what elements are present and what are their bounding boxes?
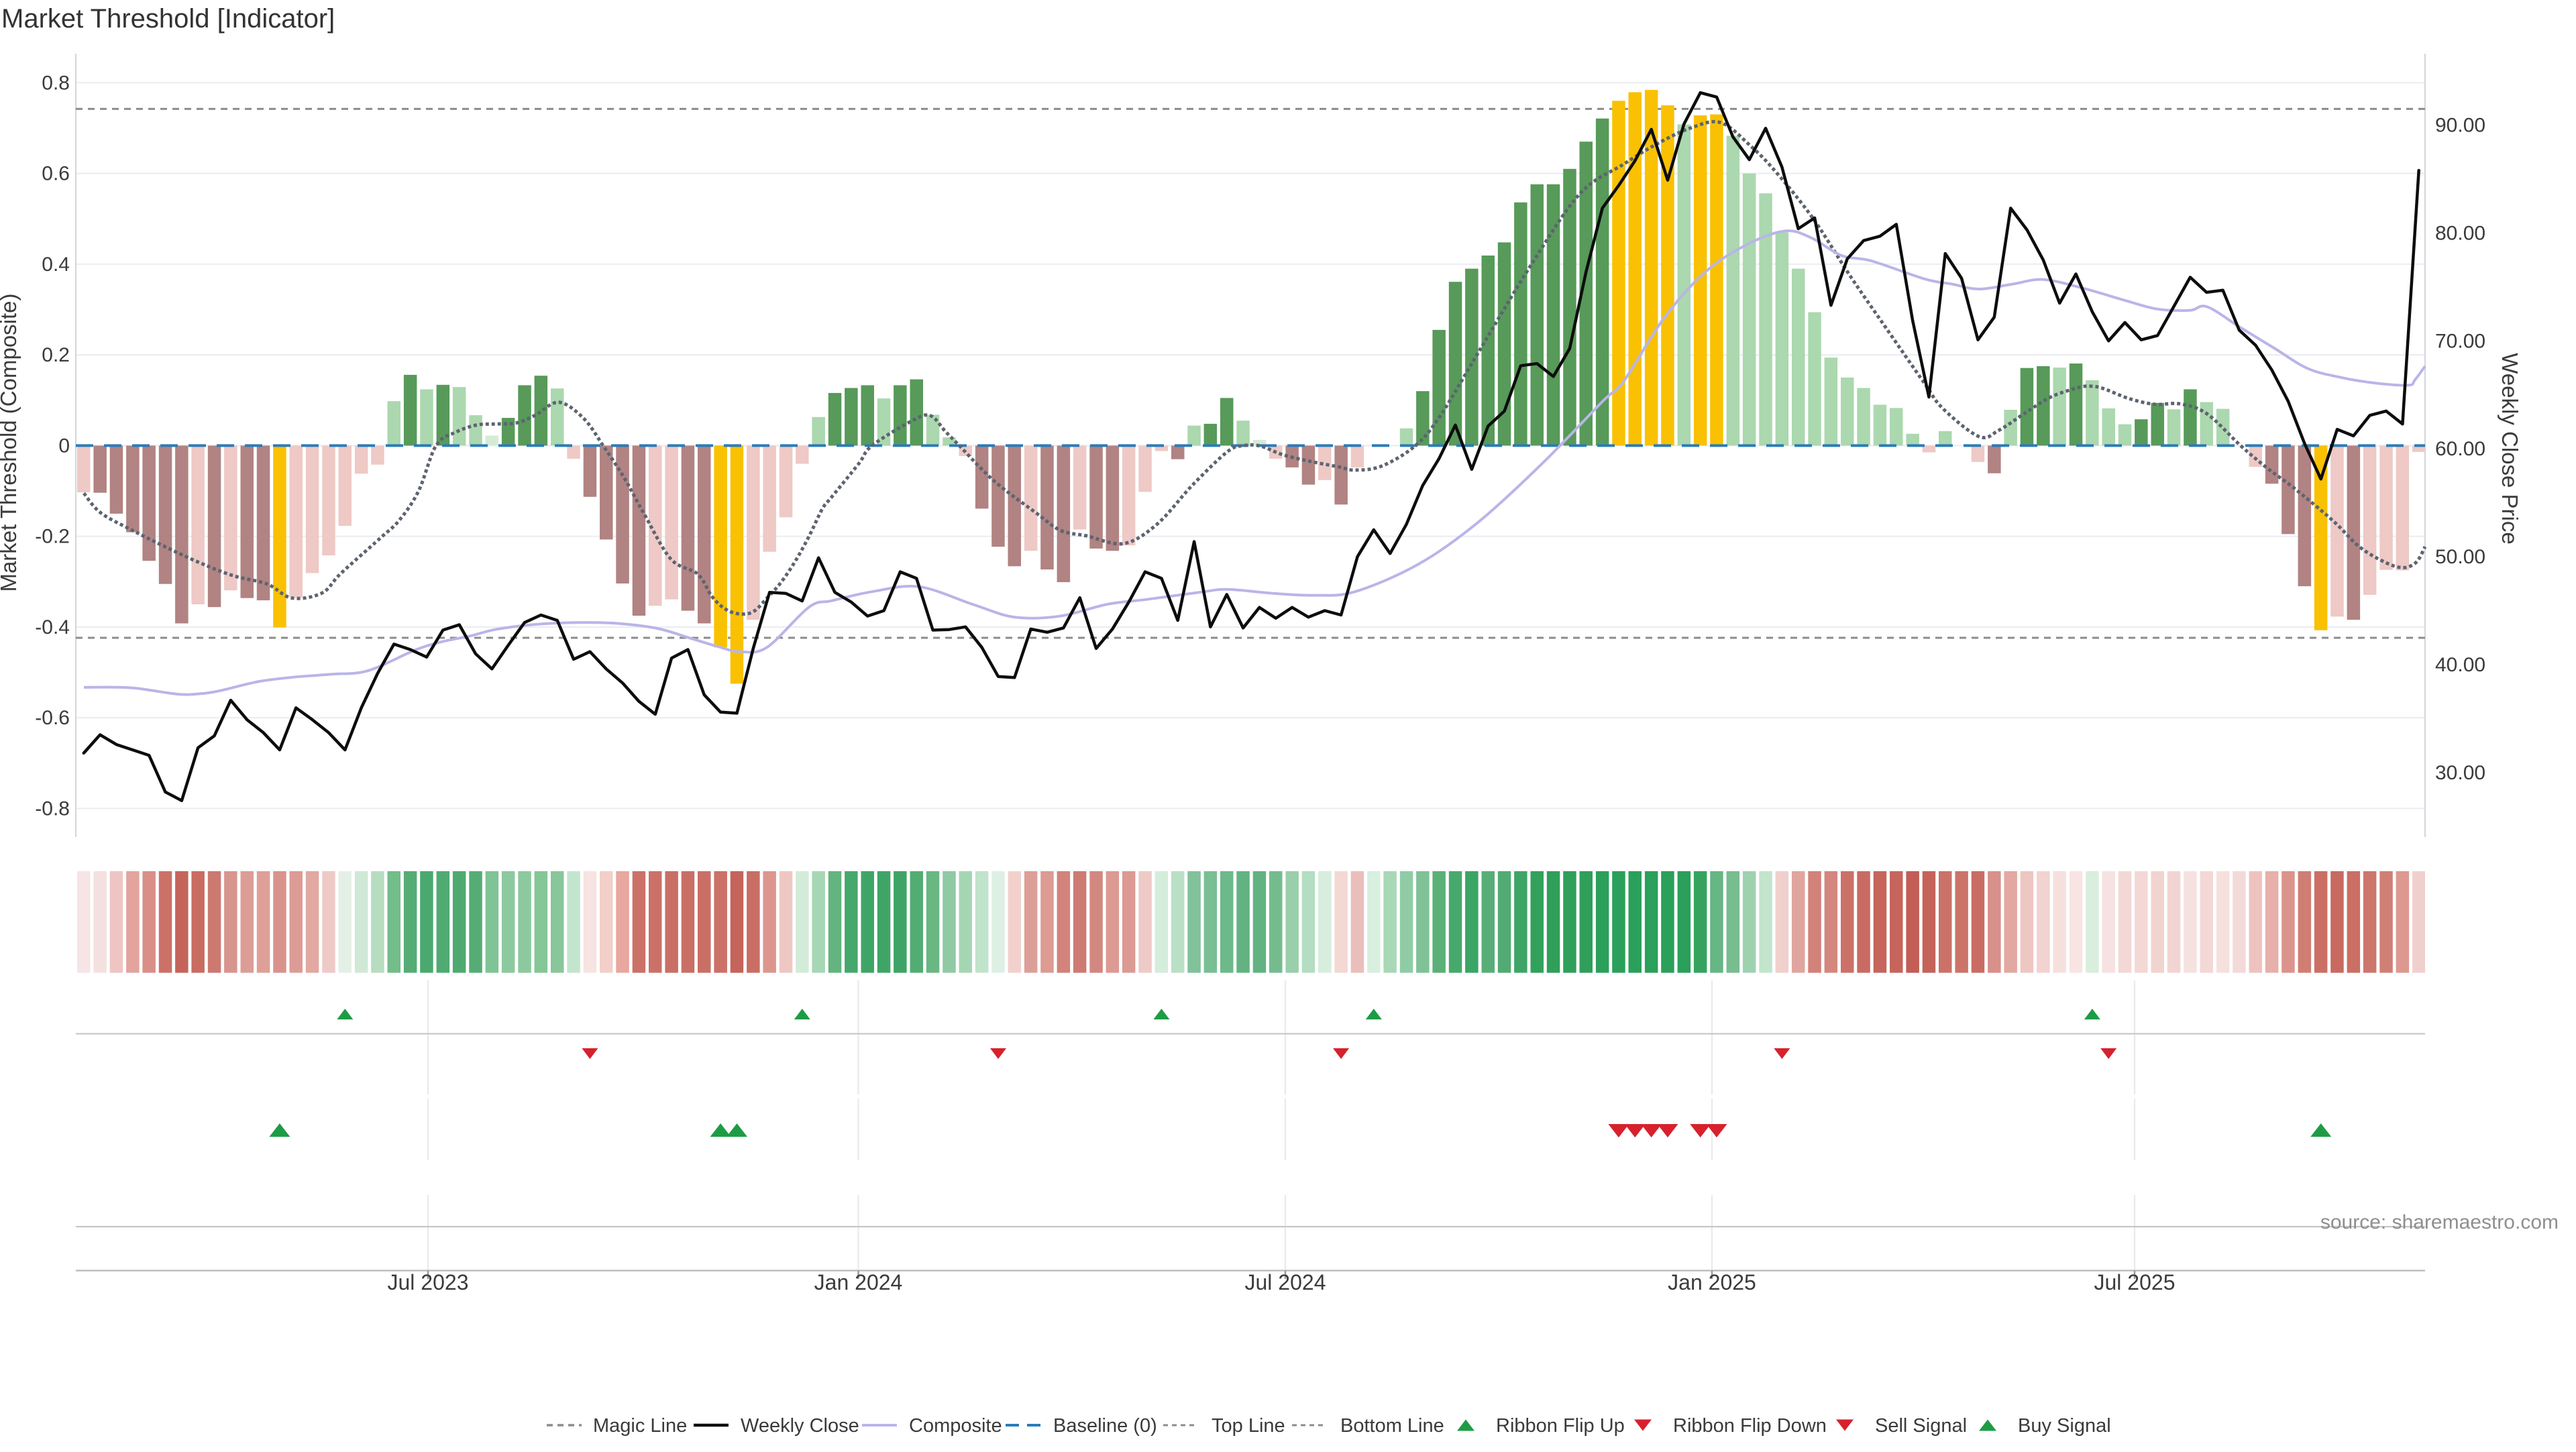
svg-text:0.2: 0.2: [42, 344, 70, 366]
svg-text:Ribbon Flip Up: Ribbon Flip Up: [1496, 1415, 1625, 1437]
svg-text:Market Threshold [Indicator]: Market Threshold [Indicator]: [1, 4, 335, 34]
svg-text:50.00: 50.00: [2435, 546, 2485, 568]
svg-text:60.00: 60.00: [2435, 438, 2485, 460]
svg-text:0.4: 0.4: [42, 254, 70, 276]
svg-text:Jul 2023: Jul 2023: [388, 1270, 469, 1294]
svg-text:80.00: 80.00: [2435, 222, 2485, 244]
svg-text:Jul 2024: Jul 2024: [1245, 1270, 1326, 1294]
svg-text:Sell Signal: Sell Signal: [1875, 1415, 1967, 1437]
svg-text:Top Line: Top Line: [1212, 1415, 1285, 1437]
svg-text:Bottom Line: Bottom Line: [1340, 1415, 1444, 1437]
svg-text:40.00: 40.00: [2435, 654, 2485, 676]
svg-text:source: sharemaestro.com: source: sharemaestro.com: [2320, 1211, 2559, 1233]
svg-text:Buy Signal: Buy Signal: [2018, 1415, 2111, 1437]
svg-text:Composite: Composite: [909, 1415, 1002, 1437]
svg-text:-0.8: -0.8: [35, 798, 70, 820]
svg-text:30.00: 30.00: [2435, 762, 2485, 784]
svg-text:90.00: 90.00: [2435, 115, 2485, 137]
svg-text:0.6: 0.6: [42, 163, 70, 185]
svg-text:70.00: 70.00: [2435, 330, 2485, 352]
svg-text:Baseline (0): Baseline (0): [1053, 1415, 1157, 1437]
svg-text:Jan 2024: Jan 2024: [814, 1270, 903, 1294]
svg-text:Ribbon Flip Down: Ribbon Flip Down: [1673, 1415, 1827, 1437]
svg-text:-0.4: -0.4: [35, 616, 70, 638]
svg-text:-0.2: -0.2: [35, 526, 70, 548]
svg-text:-0.6: -0.6: [35, 707, 70, 729]
svg-text:Magic Line: Magic Line: [593, 1415, 687, 1437]
svg-text:Market Threshold (Composite): Market Threshold (Composite): [0, 293, 21, 592]
svg-text:Weekly Close Price: Weekly Close Price: [2498, 353, 2522, 544]
svg-text:Jan 2025: Jan 2025: [1668, 1270, 1756, 1294]
svg-text:Weekly Close: Weekly Close: [741, 1415, 859, 1437]
svg-text:0.8: 0.8: [42, 72, 70, 94]
svg-text:Jul 2025: Jul 2025: [2094, 1270, 2176, 1294]
svg-text:0: 0: [58, 435, 70, 457]
